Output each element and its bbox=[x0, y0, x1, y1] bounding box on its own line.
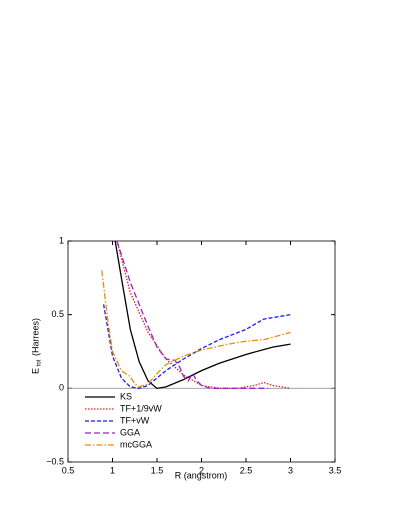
plot-frame bbox=[67, 240, 336, 463]
plot-lines bbox=[101, 241, 291, 390]
x-tick-label: 1.5 bbox=[151, 465, 164, 475]
series-line bbox=[116, 241, 291, 389]
x-tick-label: 3 bbox=[288, 465, 293, 475]
y-tick-label: −0.5 bbox=[46, 456, 64, 466]
legend-label: mcGGA bbox=[120, 439, 152, 449]
y-tick-label: 0.5 bbox=[51, 309, 64, 319]
x-axis-label: R (angstrom) bbox=[175, 470, 228, 480]
series-line bbox=[114, 241, 291, 390]
y-label-main: E bbox=[30, 368, 40, 374]
series-line bbox=[102, 304, 291, 390]
x-tick-label: 1 bbox=[110, 465, 115, 475]
x-tick-label: 0.5 bbox=[62, 465, 75, 475]
legend-label: GGA bbox=[120, 427, 140, 437]
series-line bbox=[116, 241, 269, 389]
y-axis-label: E tot (Harrees) bbox=[30, 318, 42, 374]
legend-label: TF+vW bbox=[120, 415, 150, 425]
y-label-rest: (Harrees) bbox=[30, 318, 40, 356]
y-label-sub: tot bbox=[37, 359, 43, 366]
legend-label: TF+1/9vW bbox=[120, 403, 162, 413]
x-tick-label: 2.5 bbox=[240, 465, 253, 475]
y-tick-label: 1 bbox=[59, 235, 64, 245]
y-tick-label: 0 bbox=[59, 383, 64, 393]
legend-label: KS bbox=[120, 391, 132, 401]
series-line bbox=[101, 270, 291, 388]
x-tick-label: 3.5 bbox=[329, 465, 342, 475]
x-tick-label: 2 bbox=[199, 465, 204, 475]
